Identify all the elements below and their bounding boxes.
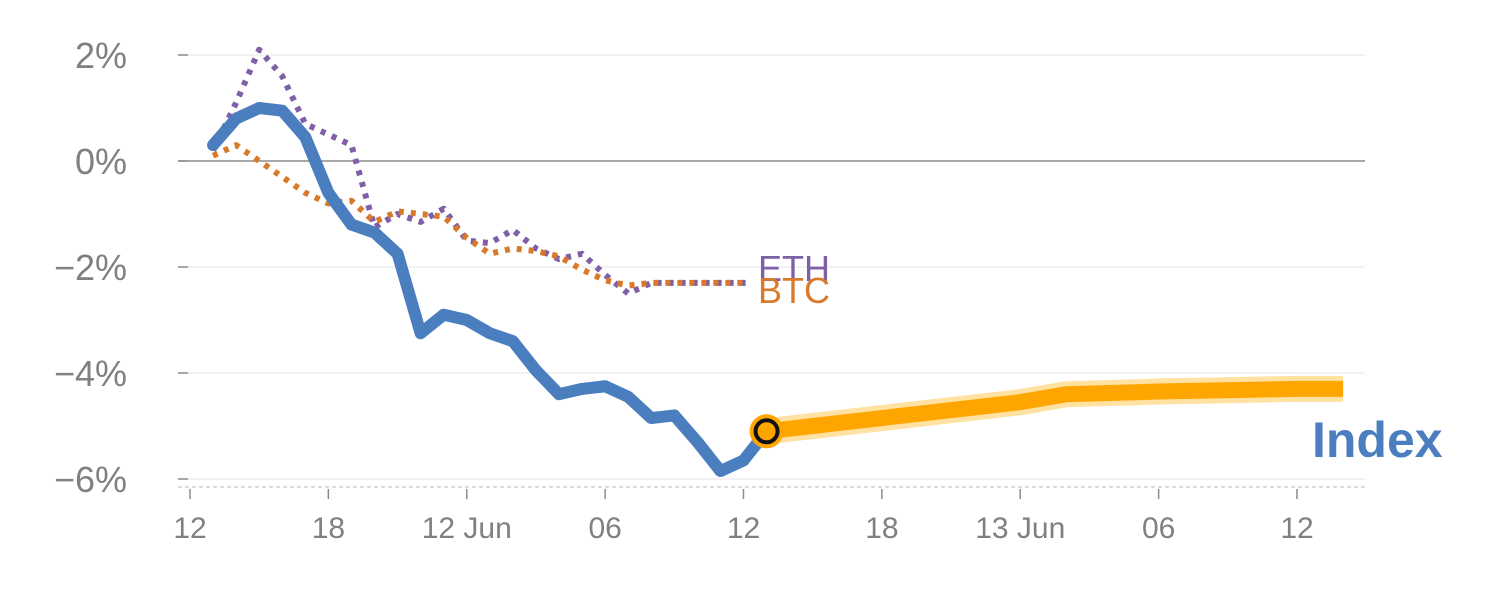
- x-tick-label: 18: [312, 512, 345, 545]
- eth-series-line: [210, 46, 749, 297]
- x-axis: 12 18 12 Jun 06 12 18 13 Jun 06 12: [173, 486, 1365, 545]
- x-tick-label: 13 Jun: [975, 512, 1065, 545]
- btc-series-label: BTC: [758, 270, 830, 311]
- grid-lines: [178, 54, 1365, 480]
- x-tick-label: 12: [727, 512, 760, 545]
- x-tick-label: 06: [588, 512, 621, 545]
- eth-series-label: ETH: [758, 248, 830, 289]
- index-series-label: Index: [1312, 412, 1443, 468]
- x-tick-label: 06: [1142, 512, 1175, 545]
- btc-series-line: [211, 142, 749, 289]
- forecast-marker-inner: [753, 418, 780, 445]
- x-tick-label: 18: [865, 512, 898, 545]
- forecast-line: [765, 380, 1344, 440]
- x-tick-label: 12: [1280, 512, 1313, 545]
- y-axis: 2% 0% −2% −4% −6%: [54, 35, 188, 500]
- index-series-line: [207, 102, 750, 478]
- series-layer: [207, 46, 784, 478]
- y-tick-label: 2%: [75, 35, 127, 76]
- forecast-layer: [765, 375, 1344, 445]
- y-tick-label: 0%: [75, 141, 127, 182]
- x-tick-label: 12: [173, 512, 206, 545]
- y-tick-label: −2%: [54, 247, 127, 288]
- y-tick-label: −4%: [54, 353, 127, 394]
- y-tick-label: −6%: [54, 459, 127, 500]
- x-tick-label: 12 Jun: [422, 512, 512, 545]
